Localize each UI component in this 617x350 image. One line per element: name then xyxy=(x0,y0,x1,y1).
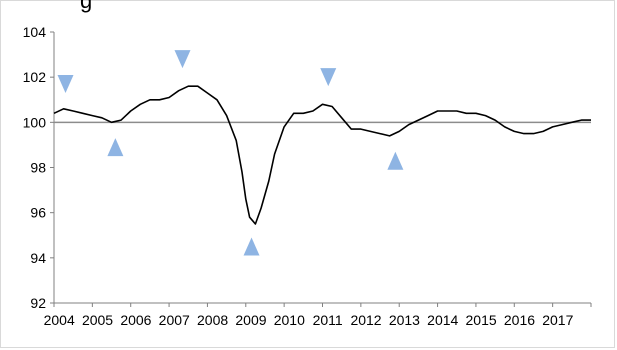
x-tick-label: 2007 xyxy=(159,312,190,328)
chart-title-fragment: g xyxy=(80,0,93,13)
x-tick-label: 2008 xyxy=(197,312,228,328)
x-tick-label: 2010 xyxy=(274,312,305,328)
series-group xyxy=(53,85,591,225)
marker-group xyxy=(57,50,404,256)
peak-marker xyxy=(57,74,74,93)
trough-marker xyxy=(107,138,124,157)
x-tick-label: 2011 xyxy=(313,312,343,328)
series-line-0 xyxy=(53,85,591,225)
y-tick-label: 92 xyxy=(30,295,46,311)
x-tick-label: 2012 xyxy=(350,312,381,328)
x-tick-label: 2004 xyxy=(44,312,75,328)
x-tick-label: 2009 xyxy=(235,312,266,328)
y-tick-label: 96 xyxy=(30,205,46,221)
y-tick-label: 94 xyxy=(30,250,46,266)
chart-axes xyxy=(50,31,592,307)
x-tick-label: 2013 xyxy=(389,312,420,328)
y-tick-label: 102 xyxy=(23,69,47,85)
x-tick-label: 2015 xyxy=(466,312,497,328)
trough-marker xyxy=(243,237,260,256)
peak-marker xyxy=(174,50,191,69)
x-tick-label: 2017 xyxy=(542,312,573,328)
peak-marker xyxy=(320,68,337,87)
y-tick-label: 98 xyxy=(30,160,46,176)
x-tick-label: 2016 xyxy=(504,312,535,328)
y-tick-labels: 92 94 96 98 100 102 104 xyxy=(23,24,47,311)
x-tick-label: 2006 xyxy=(120,312,151,328)
x-tick-label: 2005 xyxy=(82,312,113,328)
y-tick-label: 100 xyxy=(23,114,47,130)
x-tick-label: 2014 xyxy=(427,312,458,328)
y-tick-label: 104 xyxy=(23,24,47,40)
x-tick-labels: 2004 2005 2006 2007 2008 2009 2010 2011 2012 2013… xyxy=(44,312,574,328)
trough-marker xyxy=(387,151,404,170)
